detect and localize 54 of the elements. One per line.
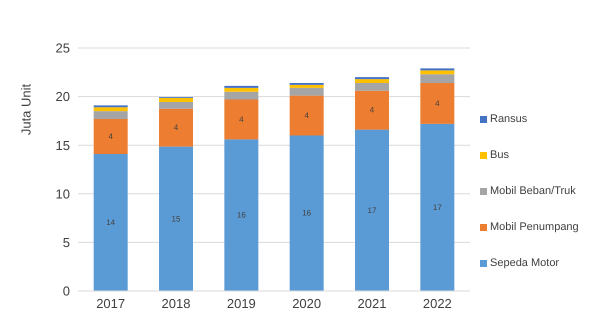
bar <box>420 74 454 83</box>
data-label: 4 <box>370 106 375 115</box>
data-label: 16 <box>302 208 312 218</box>
data-label: 16 <box>236 210 246 220</box>
x-tick-label: 2021 <box>358 296 386 312</box>
bar <box>94 107 128 112</box>
data-label: 17 <box>368 206 378 215</box>
legend-label: Mobil Beban/Truk <box>490 185 576 197</box>
data-label: 14 <box>106 218 116 227</box>
bar <box>224 100 258 140</box>
data-label: 4 <box>174 123 179 132</box>
bar <box>420 124 454 291</box>
bar <box>94 154 128 291</box>
bar <box>420 82 454 124</box>
y-tick-label: 15 <box>56 138 70 153</box>
data-label: 4 <box>239 114 244 124</box>
bar <box>290 96 324 136</box>
legend-label: Mobil Penumpang <box>490 221 579 233</box>
bar <box>224 139 258 291</box>
bar <box>290 84 324 88</box>
bar <box>224 92 258 100</box>
x-tick-label: 2017 <box>96 296 126 312</box>
bar <box>290 88 324 96</box>
data-label: 15 <box>172 214 182 224</box>
data-label: 4 <box>435 98 440 108</box>
bar <box>94 118 128 154</box>
y-tick-label: 5 <box>62 235 70 250</box>
bar <box>159 98 194 102</box>
y-tick-label: 10 <box>56 186 70 202</box>
bar <box>159 146 194 291</box>
y-tick-label: 25 <box>56 40 70 56</box>
x-tick-label: 2020 <box>292 296 322 312</box>
y-tick-label: 20 <box>56 89 70 104</box>
bar <box>290 135 324 291</box>
bar <box>224 88 258 92</box>
data-label: 17 <box>432 202 442 212</box>
legend-label: Ransus <box>490 113 528 125</box>
bar <box>355 82 390 91</box>
bar <box>355 90 390 130</box>
bar <box>355 79 390 83</box>
data-label: 4 <box>108 132 114 141</box>
legend-label: Bus <box>490 149 509 161</box>
x-tick-label: 2018 <box>162 296 190 312</box>
bar <box>159 102 194 109</box>
y-tick-label: 0 <box>62 284 70 299</box>
x-tick-label: 2022 <box>422 296 452 312</box>
bar <box>355 130 390 291</box>
bar <box>420 70 454 74</box>
y-axis-title: Juta Unit <box>18 83 34 136</box>
bar <box>159 108 194 147</box>
x-tick-label: 2019 <box>226 296 256 312</box>
legend-label: Sepeda Motor <box>490 257 560 269</box>
bar <box>94 111 128 119</box>
data-label: 4 <box>304 111 310 120</box>
